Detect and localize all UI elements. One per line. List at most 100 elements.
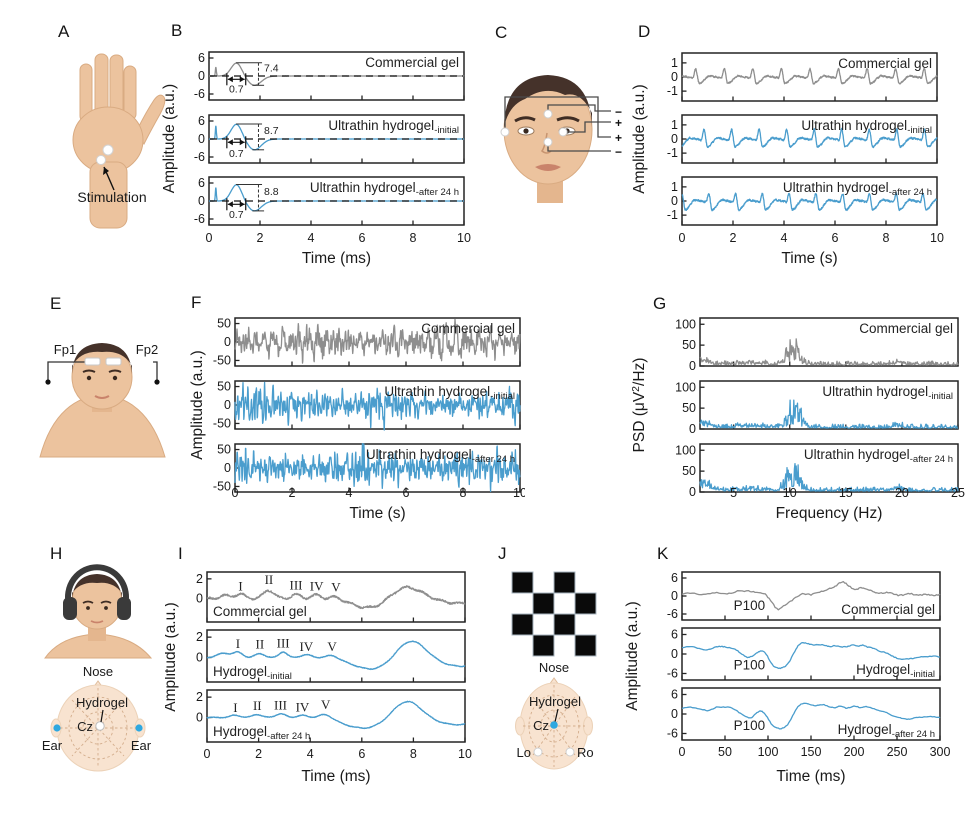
- trace-label: Ultrathin hydrogel-initial: [384, 384, 515, 402]
- trace-label: Ultrathin hydrogel-after 24 h: [366, 447, 515, 465]
- y-tick-label: 1: [671, 56, 678, 70]
- trace-label: Hydrogel-initial: [856, 662, 935, 680]
- panel-F-chart: Amplitude (a.u.) 50 0 -50 Commercial gel 50 0-…: [189, 290, 527, 530]
- y-tick-label: 100: [675, 443, 696, 457]
- pp-amplitude-value: 7.4: [264, 62, 279, 74]
- annotation-iii: III: [290, 578, 303, 593]
- y-axis-label: Amplitude (a.u.): [165, 602, 179, 711]
- y-tick-label: 100: [675, 317, 696, 331]
- x-tick-label: 50: [718, 745, 732, 759]
- panel-letter-D: D: [638, 22, 651, 41]
- arrowhead-icon: [103, 167, 109, 175]
- electrode-dot: [543, 137, 553, 147]
- y-tick-label: 0: [198, 132, 205, 146]
- x-axis-label: Time (s): [349, 505, 405, 522]
- terminal-minus-icon: −: [615, 105, 622, 119]
- trace-label: Commercial gel: [421, 321, 515, 336]
- eye-icon: [86, 606, 90, 610]
- trace-label: Commercial gel: [859, 321, 953, 336]
- trace-commercial-gel: [206, 585, 466, 610]
- y-tick-label: 6: [671, 688, 678, 702]
- y-axis-label: PSD (μV2/Hz): [630, 358, 648, 453]
- y-tick-label: -6: [194, 212, 205, 226]
- panel-letter-E: E: [50, 294, 62, 313]
- y-tick-label: -50: [213, 353, 231, 367]
- y-tick-label: 0: [689, 485, 696, 499]
- trace-hydrogel-initial: [681, 641, 941, 670]
- x-tick-label: 20: [895, 486, 909, 500]
- trace-ultrathin-hydrogel-after-24-h: [699, 462, 959, 492]
- y-axis-label: Amplitude (a.u.): [190, 350, 206, 459]
- cz-label: Cz: [533, 718, 549, 733]
- plot-frame: [206, 571, 466, 623]
- wire-terminal-dot: [45, 379, 51, 385]
- visual-test-illustration: Nose Hydrogel Cz Lo Ro: [511, 571, 597, 770]
- x-tick-label: 2: [257, 231, 264, 245]
- y-tick-label: 50: [217, 380, 231, 394]
- trace-label: Ultrathin hydrogel-after 24 h: [783, 180, 932, 198]
- x-tick-label: 0: [679, 745, 686, 759]
- panel-A-illustration: Stimulation: [50, 50, 190, 240]
- x-tick-label: 2: [255, 747, 262, 761]
- stimulation-label: Stimulation: [77, 189, 146, 205]
- y-tick-label: -50: [213, 479, 231, 493]
- annotation-iv: IV: [296, 699, 310, 714]
- cz-hydrogel-dot: [550, 721, 558, 729]
- y-tick-label: 0: [689, 359, 696, 373]
- x-tick-label: 8: [883, 231, 890, 245]
- plot-frame: [699, 443, 959, 493]
- y-tick-label: 0: [671, 647, 678, 661]
- y-tick-label: 6: [671, 628, 678, 642]
- y-tick-label: 0: [198, 69, 205, 83]
- y-tick-label: 0: [671, 194, 678, 208]
- electrode-dot: [102, 144, 114, 156]
- trace-ultrathin-hydrogel-initial: [681, 127, 938, 149]
- panel-letter-K: K: [657, 544, 669, 563]
- annotation-v: V: [321, 697, 331, 712]
- y-tick-label: 0: [671, 70, 678, 84]
- x-tick-label: 10: [458, 747, 472, 761]
- trace-label: Hydrogel-after 24 h: [213, 724, 310, 742]
- y-tick-label: -6: [667, 667, 678, 681]
- trace-commercial-gel: [699, 338, 959, 366]
- x-tick-label: 6: [359, 231, 366, 245]
- annotation-p100: P100: [734, 598, 766, 613]
- hydrogel-pointer-line: [554, 708, 559, 723]
- y-tick-label: 50: [682, 401, 696, 415]
- y-axis-label: Amplitude (a.u.): [625, 601, 641, 710]
- panel-letter-C: C: [495, 23, 508, 42]
- x-tick-label: 10: [457, 231, 471, 245]
- nose-label: Nose: [83, 664, 113, 679]
- x-tick-label: 8: [410, 747, 417, 761]
- x-tick-label: 4: [346, 486, 353, 500]
- y-tick-label: 1: [671, 118, 678, 132]
- annotation-iv: IV: [310, 579, 324, 594]
- y-tick-label: 0: [196, 711, 203, 725]
- headphone-cup-icon: [63, 597, 77, 620]
- x-tick-label: 250: [887, 745, 908, 759]
- y-tick-label: -1: [667, 146, 678, 160]
- fp1-label: Fp1: [54, 342, 76, 357]
- ear-left-label: Ear: [42, 738, 63, 753]
- wrist-icon: [89, 161, 128, 229]
- x-tick-label: 4: [308, 231, 315, 245]
- y-tick-label: -50: [213, 416, 231, 430]
- hand-illustration: Stimulation: [72, 53, 166, 229]
- x-tick-label: 25: [951, 486, 965, 500]
- hair-icon: [72, 574, 122, 599]
- headphone-band-icon: [65, 564, 129, 606]
- trace-label: Commercial gel: [365, 55, 459, 70]
- annotation-p100: P100: [734, 718, 766, 733]
- y-tick-label: 1: [671, 180, 678, 194]
- hydrogel-pointer-line: [100, 709, 104, 723]
- trace-commercial-gel: [234, 318, 521, 364]
- panel-D-chart: Amplitude (a.u.) 1 0 -1 Commercial gel 1 0 -1 Ul…: [630, 20, 975, 280]
- eyebrow-icon: [514, 116, 536, 123]
- x-tick-label: 4: [781, 231, 788, 245]
- ro-electrode-dot: [565, 747, 575, 757]
- electrode-dot: [500, 127, 510, 137]
